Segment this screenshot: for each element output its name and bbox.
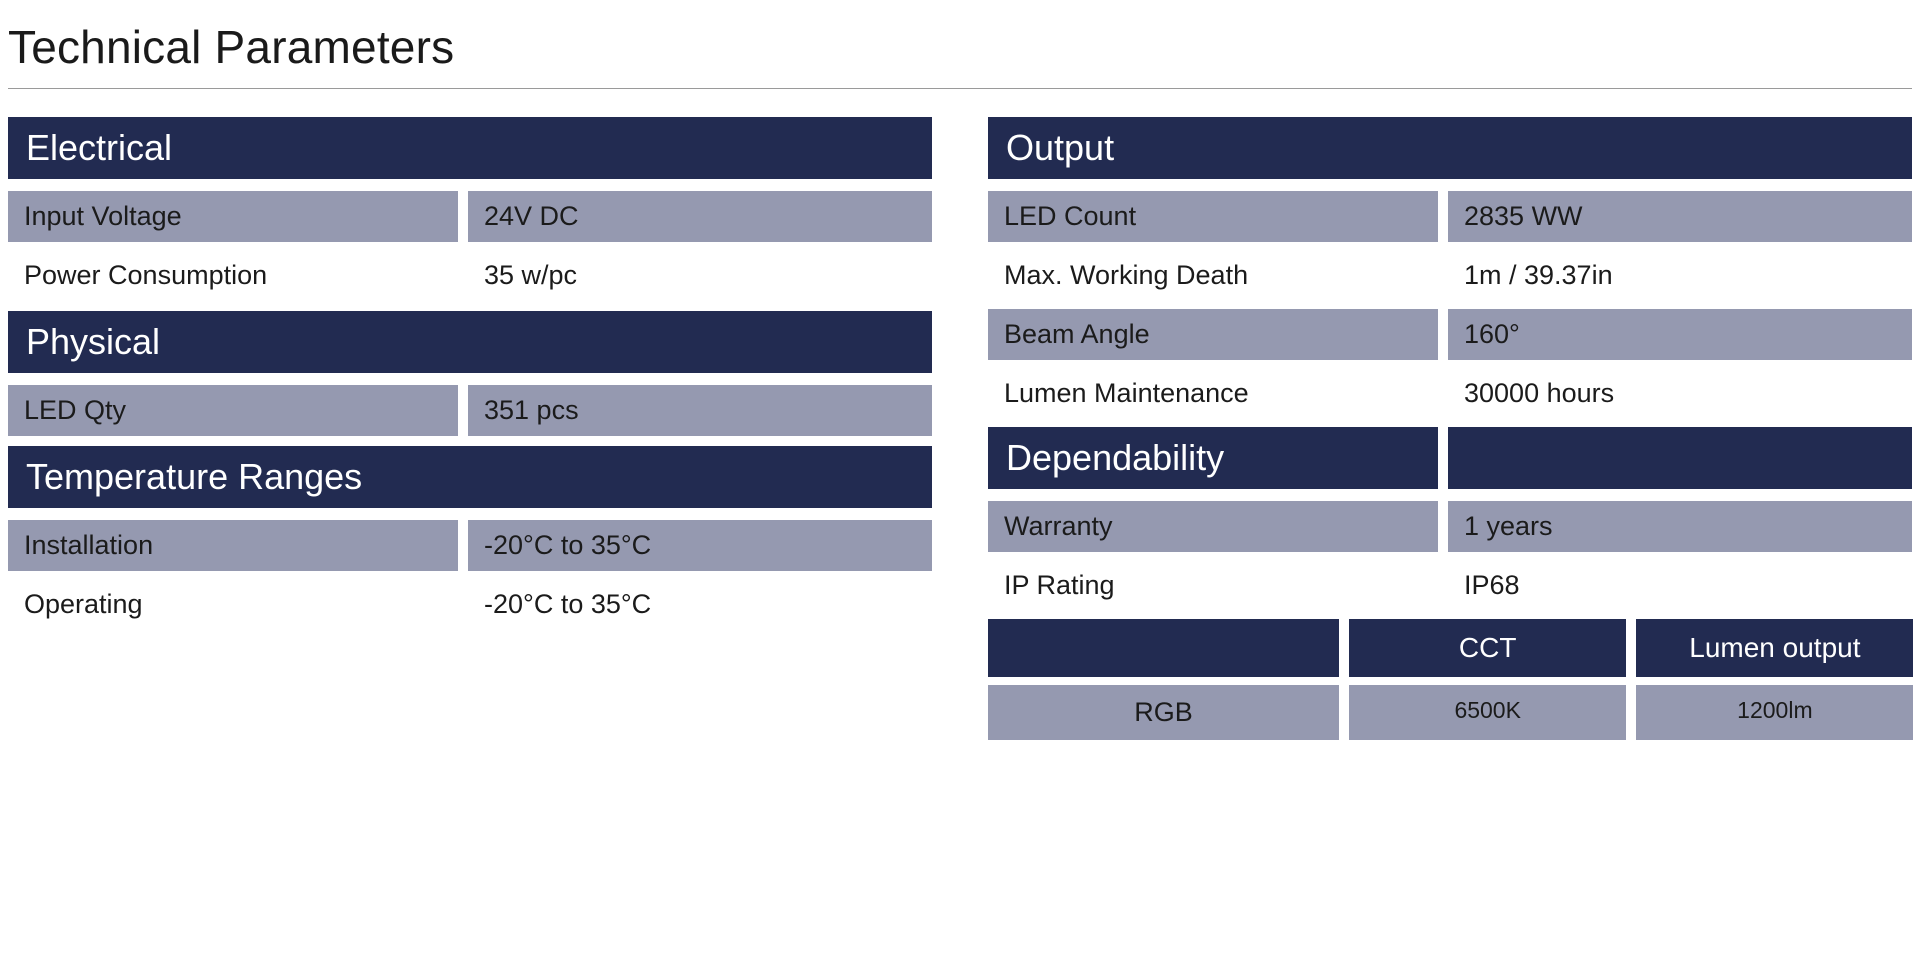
spec-row: Input Voltage 24V DC xyxy=(8,191,932,242)
subtable-header-cell: Lumen output xyxy=(1636,619,1913,677)
spec-value: 24V DC xyxy=(468,191,932,242)
spec-label: Warranty xyxy=(988,501,1438,552)
section-header-dependability: Dependability xyxy=(988,427,1912,489)
spec-value: 2835 WW xyxy=(1448,191,1912,242)
subtable-header-cell xyxy=(988,619,1339,677)
spec-value: IP68 xyxy=(1448,560,1912,611)
spec-label: Lumen Maintenance xyxy=(988,368,1438,419)
section-title: Electrical xyxy=(26,127,172,169)
spec-label: Installation xyxy=(8,520,458,571)
subtable-cell: 6500K xyxy=(1349,685,1626,740)
spec-row: Operating -20°C to 35°C xyxy=(8,579,932,630)
subtable-header-cell: CCT xyxy=(1349,619,1626,677)
section-title: Temperature Ranges xyxy=(26,456,362,498)
spec-row: Lumen Maintenance 30000 hours xyxy=(988,368,1912,419)
spec-label: IP Rating xyxy=(988,560,1438,611)
spec-value: 351 pcs xyxy=(468,385,932,436)
subtable-cell: 1200lm xyxy=(1636,685,1913,740)
spec-value: 35 w/pc xyxy=(468,250,932,301)
spec-value: 1 years xyxy=(1448,501,1912,552)
section-title: Dependability xyxy=(1006,437,1224,478)
spec-value: 160° xyxy=(1448,309,1912,360)
columns-wrapper: Electrical Input Voltage 24V DC Power Co… xyxy=(8,117,1912,740)
spec-value: 30000 hours xyxy=(1448,368,1912,419)
spec-label: Input Voltage xyxy=(8,191,458,242)
spec-row: Max. Working Death 1m / 39.37in xyxy=(988,250,1912,301)
spec-label: Beam Angle xyxy=(988,309,1438,360)
spec-row: IP Rating IP68 xyxy=(988,560,1912,611)
spec-label: Power Consumption xyxy=(8,250,458,301)
left-column: Electrical Input Voltage 24V DC Power Co… xyxy=(8,117,932,740)
spec-row: Warranty 1 years xyxy=(988,501,1912,552)
spec-row: LED Qty 351 pcs xyxy=(8,385,932,436)
spec-row: Installation -20°C to 35°C xyxy=(8,520,932,571)
spec-label: Max. Working Death xyxy=(988,250,1438,301)
page-title: Technical Parameters xyxy=(8,20,1912,74)
section-title: Output xyxy=(1006,127,1114,169)
spec-label: Operating xyxy=(8,579,458,630)
section-header-temperature: Temperature Ranges xyxy=(8,446,932,508)
spec-label: LED Count xyxy=(988,191,1438,242)
spec-label: LED Qty xyxy=(8,385,458,436)
right-column: Output LED Count 2835 WW Max. Working De… xyxy=(988,117,1912,740)
page: Technical Parameters Electrical Input Vo… xyxy=(0,0,1920,780)
spec-row: Power Consumption 35 w/pc xyxy=(8,250,932,301)
subtable-cell: RGB xyxy=(988,685,1339,740)
section-title-cell: Dependability xyxy=(988,427,1438,489)
section-title: Physical xyxy=(26,321,160,363)
spec-value: 1m / 39.37in xyxy=(1448,250,1912,301)
subtable-row: RGB 6500K 1200lm xyxy=(988,685,1912,740)
spec-value: -20°C to 35°C xyxy=(468,579,932,630)
section-header-physical: Physical xyxy=(8,311,932,373)
spec-value: -20°C to 35°C xyxy=(468,520,932,571)
section-title-blank-cell xyxy=(1448,427,1912,489)
section-header-output: Output xyxy=(988,117,1912,179)
spec-row: Beam Angle 160° xyxy=(988,309,1912,360)
section-header-electrical: Electrical xyxy=(8,117,932,179)
title-divider xyxy=(8,88,1912,89)
subtable-header: CCT Lumen output xyxy=(988,619,1912,677)
spec-row: LED Count 2835 WW xyxy=(988,191,1912,242)
